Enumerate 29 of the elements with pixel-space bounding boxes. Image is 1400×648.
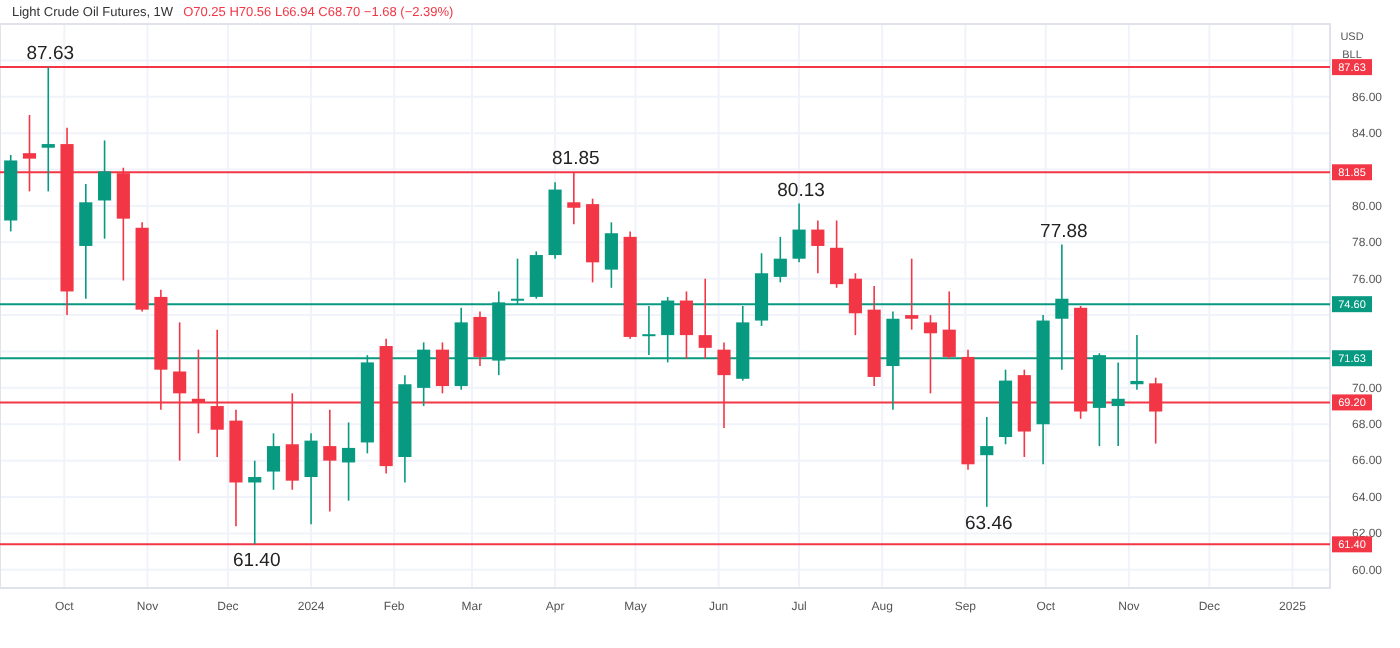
candlestick: [304, 432, 318, 526]
candlestick: [792, 202, 806, 264]
annotation: 63.46: [964, 512, 1013, 535]
annotation: 80.13: [777, 179, 825, 202]
candlestick: [773, 236, 787, 284]
candlestick: [698, 277, 712, 360]
candlestick: [248, 459, 262, 546]
annotation: 87.63: [26, 43, 75, 66]
candlestick: [266, 432, 281, 491]
annotation: 81.85: [552, 148, 600, 171]
candlestick: [830, 219, 844, 289]
candlestick: [342, 421, 356, 502]
candlestick: [473, 310, 487, 367]
candlestick: [980, 416, 994, 508]
annotation: 61.40: [232, 550, 281, 573]
candlestick: [98, 139, 112, 240]
candlestick: [811, 219, 825, 275]
candlestick: [79, 183, 93, 300]
candlestick: [529, 250, 543, 300]
candlestick: [41, 66, 55, 193]
candlestick: [848, 272, 862, 336]
candlestick: [323, 408, 337, 513]
candlestick: [604, 221, 618, 289]
annotation: 77.88: [1040, 220, 1088, 243]
candlestick: [942, 290, 956, 360]
candlestick: [435, 341, 450, 395]
candlestick: [905, 257, 919, 331]
candlestick: [679, 290, 694, 360]
candlestick: [923, 314, 938, 395]
